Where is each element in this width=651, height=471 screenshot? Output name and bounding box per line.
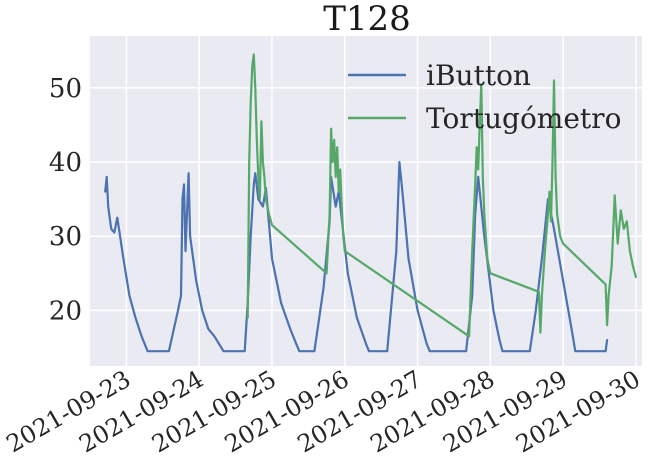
y-tick-label: 20 bbox=[49, 296, 82, 326]
y-tick-label: 30 bbox=[49, 222, 82, 252]
chart-title: T128 bbox=[323, 0, 411, 39]
y-tick-label: 40 bbox=[49, 148, 82, 178]
y-axis-ticks: 20 30 40 50 bbox=[49, 74, 82, 326]
series-line-tortugometro bbox=[246, 53, 637, 338]
legend: iButton Tortugómetro bbox=[348, 59, 621, 135]
x-axis-ticks: 2021-09-232021-09-242021-09-252021-09-26… bbox=[2, 365, 645, 458]
plot-area bbox=[90, 36, 642, 366]
series-line-ibutton bbox=[104, 161, 609, 353]
series-lines bbox=[104, 53, 637, 353]
y-tick-label: 50 bbox=[49, 74, 82, 104]
legend-label-tortugometro: Tortugómetro bbox=[426, 102, 621, 135]
legend-label-ibutton: iButton bbox=[426, 59, 531, 92]
